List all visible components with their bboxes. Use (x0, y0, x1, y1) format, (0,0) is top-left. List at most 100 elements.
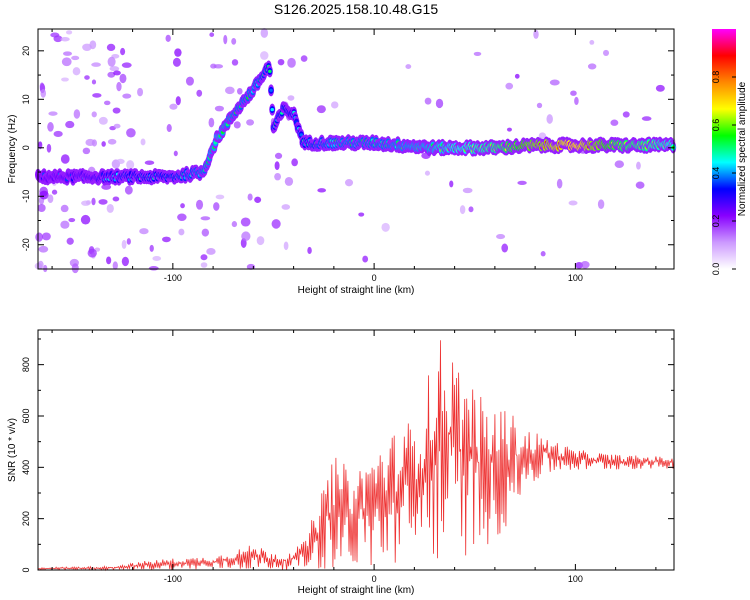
noise-blob (206, 248, 216, 255)
x-tick-label: 100 (568, 574, 583, 584)
noise-blob (53, 130, 63, 138)
noise-blob (214, 105, 224, 112)
y-tick-label: 0 (21, 567, 31, 572)
spectrogram-y-axis-label: Frequency (Hz) (7, 115, 18, 184)
noise-blob (237, 87, 243, 95)
noise-blob (178, 228, 185, 236)
noise-blob (48, 111, 58, 116)
noise-blob (316, 105, 326, 114)
noise-blob (546, 114, 553, 124)
noise-blob (603, 49, 610, 57)
noise-blob (597, 199, 605, 209)
snr-series-line (37, 340, 675, 572)
noise-blob (196, 89, 203, 97)
noise-blob (223, 34, 228, 45)
noise-blob (47, 194, 54, 204)
colorbar: 0.0 0.2 0.4 0.6 0.8 Normalized spectral ampl… (711, 29, 748, 275)
colorbar-tick-label: 0.4 (711, 167, 721, 180)
noise-blob (424, 170, 430, 176)
noise-blob (344, 179, 354, 187)
noise-blob (46, 143, 52, 153)
spectrogram-x-ticks: -100 0 100 (51, 29, 657, 283)
noise-blob (473, 51, 482, 56)
noise-blob (81, 200, 91, 206)
noise-blob (501, 243, 509, 253)
noise-blob (61, 57, 72, 67)
noise-blob (641, 116, 652, 121)
noise-blob (119, 73, 127, 84)
noise-blob (200, 216, 211, 221)
noise-blob (514, 73, 520, 79)
noise-blob (72, 67, 81, 76)
noise-blob (65, 30, 73, 35)
ridge-core (268, 69, 272, 73)
noise-blob (73, 109, 81, 119)
noise-blob (200, 254, 208, 261)
noise-blob (85, 138, 95, 147)
noise-blob (209, 32, 215, 37)
x-tick-label: 0 (372, 273, 377, 283)
ridge-core (299, 133, 304, 137)
noise-blob (109, 66, 120, 72)
noise-blob (50, 32, 60, 38)
noise-blob (517, 180, 527, 186)
noise-blob (116, 81, 122, 92)
y-tick-label: -20 (21, 238, 31, 251)
noise-blob (580, 261, 590, 269)
y-tick-label: -10 (21, 190, 31, 203)
noise-blob (92, 93, 102, 98)
noise-blob (63, 51, 72, 56)
noise-blob (281, 204, 291, 210)
snr-frame (37, 329, 675, 571)
noise-blob (126, 238, 131, 245)
noise-blob (98, 199, 108, 205)
noise-blob (173, 150, 178, 157)
noise-blob (449, 180, 454, 188)
noise-blob (47, 122, 54, 132)
noise-blob (459, 205, 466, 215)
noise-blob (317, 188, 327, 193)
noise-blob (116, 158, 125, 164)
noise-blob (61, 77, 69, 82)
snr-y-ticks: 0 200 400 600 800 (21, 338, 674, 573)
y-tick-label: 200 (21, 511, 31, 526)
noise-blob (570, 90, 577, 96)
colorbar-tick-label: 0.8 (711, 71, 721, 84)
noise-blob (149, 244, 154, 252)
noise-blob (283, 241, 289, 251)
noise-blob (80, 214, 91, 225)
colorbar-ticks: 0.0 0.2 0.4 0.6 0.8 (711, 71, 736, 275)
noise-blob (98, 116, 108, 125)
noise-blob (358, 212, 365, 217)
noise-blob (66, 237, 74, 245)
noise-blob (39, 82, 45, 91)
noise-blob (137, 87, 144, 97)
noise-blob (124, 185, 133, 195)
ridge-core (269, 88, 273, 92)
noise-blob (274, 172, 281, 181)
noise-blob (144, 160, 155, 165)
noise-blob (622, 111, 630, 118)
noise-blob (121, 239, 127, 249)
noise-blob (496, 233, 506, 240)
noise-blob (71, 263, 79, 274)
noise-blob (362, 255, 369, 263)
noise-blob (113, 70, 121, 76)
noise-blob (225, 86, 235, 95)
y-tick-label: 10 (21, 94, 31, 104)
y-tick-label: 800 (21, 357, 31, 372)
spectrogram-x-axis-label: Height of straight line (km) (298, 285, 415, 296)
snr-plot-area (38, 330, 674, 570)
noise-blob (435, 98, 444, 109)
noise-blob (68, 217, 76, 223)
noise-blob (271, 219, 281, 229)
noise-blob (635, 181, 645, 189)
noise-blob (506, 127, 512, 132)
noise-blob (122, 93, 132, 99)
noise-blob (568, 200, 578, 206)
noise-blob (140, 138, 146, 146)
noise-blob (287, 57, 296, 68)
noise-blob (208, 117, 215, 128)
